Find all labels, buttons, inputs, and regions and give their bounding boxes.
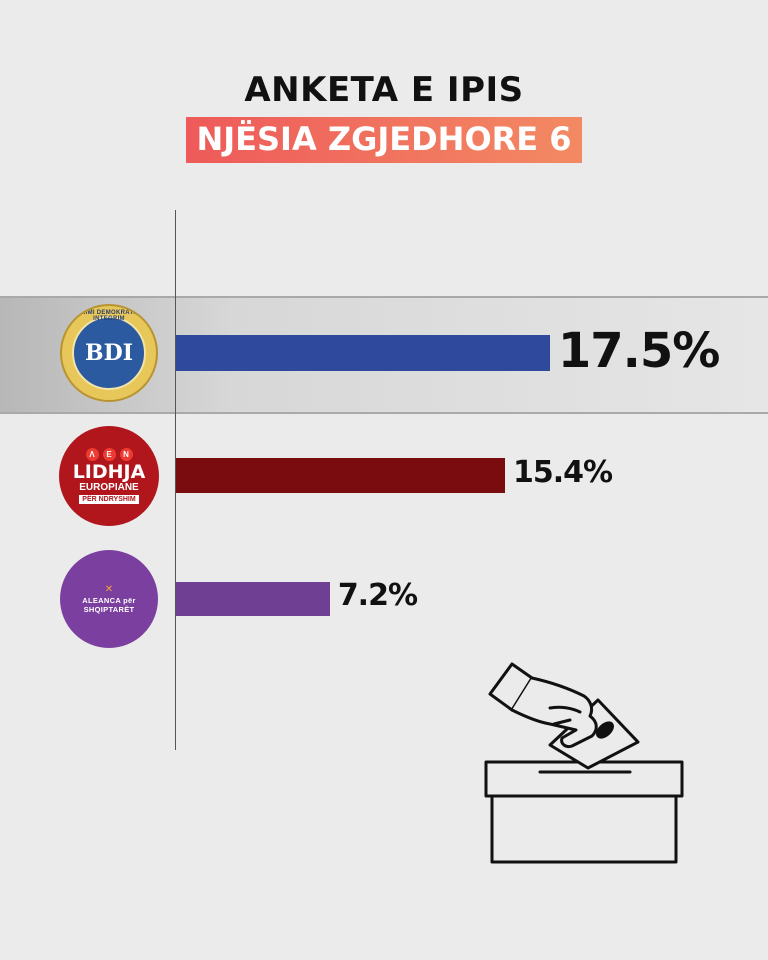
bdi-logo: BASHKIMI DEMOKRATIK PËR INTEGRIM BDI: [60, 304, 158, 402]
bdi-logo-emblem: BDI: [72, 316, 146, 390]
le-logo-dot: E: [102, 448, 116, 461]
bar-value-label: 17.5%: [557, 323, 721, 379]
bdi-logo-initials: BDI: [85, 340, 133, 366]
chart-axis: [175, 210, 176, 750]
le-logo: Λ E N LIDHJA EUROPIANE PËR NDRYSHIM: [59, 426, 159, 526]
page-subtitle: NJËSIA ZGJEDHORE 6: [186, 117, 582, 163]
aa-logo-text: ALEANCA për SHQIPTARËT: [82, 595, 136, 614]
bar: [176, 335, 550, 371]
le-logo-line2: EUROPIANE: [79, 482, 139, 493]
le-logo-dots: Λ E N: [85, 448, 133, 461]
le-logo-dot: Λ: [85, 448, 99, 461]
le-logo-line3: PËR NDRYSHIM: [79, 495, 139, 504]
bar: [176, 582, 330, 616]
le-logo-line1: LIDHJA: [72, 461, 146, 483]
ballot-box-icon: [484, 662, 684, 864]
bar-value-label: 7.2%: [337, 578, 418, 613]
le-logo-dot: N: [119, 448, 133, 461]
bar: [176, 458, 505, 493]
bar-value-label: 15.4%: [513, 455, 613, 490]
aa-logo-mark: ✕: [104, 583, 114, 595]
page-title: ANKETA E IPIS: [244, 70, 524, 110]
bdi-logo-ring-text: BASHKIMI DEMOKRATIK PËR INTEGRIM: [62, 310, 156, 322]
aa-logo: ✕ ALEANCA për SHQIPTARËT: [60, 550, 158, 648]
subtitle-banner: NJËSIA ZGJEDHORE 6: [0, 117, 768, 163]
